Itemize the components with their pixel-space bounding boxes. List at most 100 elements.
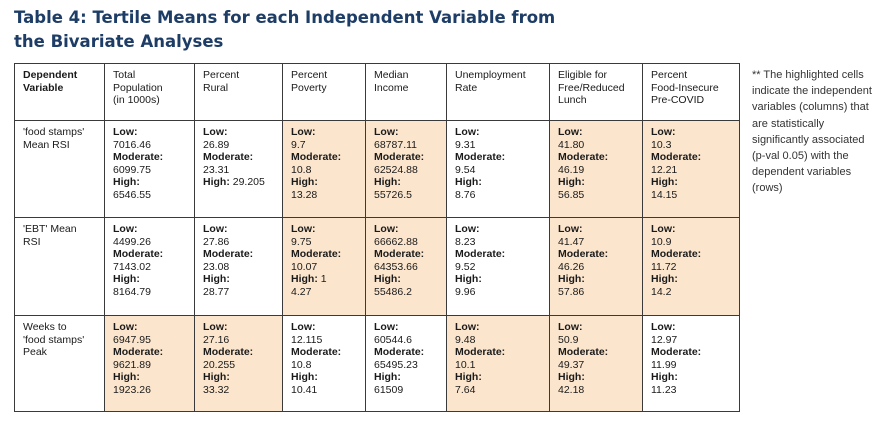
tertile-label: High: bbox=[113, 273, 140, 286]
cell-line: 9621.89 bbox=[113, 359, 190, 372]
cell-line: 55726.5 bbox=[374, 189, 442, 202]
cell-line: 55486.2 bbox=[374, 286, 442, 299]
cell-line: 8.23 bbox=[455, 236, 545, 249]
cell-line: Low: bbox=[455, 321, 545, 334]
tertile-value: 4499.26 bbox=[113, 235, 151, 248]
cell-line: 50.9 bbox=[558, 334, 638, 347]
tertile-value: 11.99 bbox=[651, 358, 677, 371]
cell-line: 41.80 bbox=[558, 139, 638, 152]
tertile-label: Moderate: bbox=[291, 248, 342, 261]
table-row: Weeks to'food stamps' Peak Low: 6947.95 Mode… bbox=[14, 315, 740, 412]
table-title: Table 4: Tertile Means for each Independ… bbox=[14, 8, 556, 51]
cell-line: 1923.26 bbox=[113, 384, 190, 397]
cell-line: High: 1 bbox=[291, 273, 361, 286]
cell-line: Moderate: bbox=[291, 346, 361, 359]
tertile-label: Moderate: bbox=[455, 151, 506, 164]
cell-line: 62524.88 bbox=[374, 164, 442, 177]
data-cell: Low: 8.23 Moderate: 9.52 High: 9.96 bbox=[446, 217, 550, 316]
tertile-value: 28.77 bbox=[203, 285, 230, 298]
cell-line: Moderate: bbox=[203, 248, 278, 261]
tertile-label: Low: bbox=[374, 223, 399, 235]
cell-line: Low: bbox=[374, 126, 442, 139]
cell-line: Moderate: bbox=[455, 346, 545, 359]
tertile-label: Moderate: bbox=[374, 248, 425, 261]
tertile-label: Moderate: bbox=[113, 346, 164, 359]
tertile-value: 23.31 bbox=[203, 163, 230, 176]
data-cell: Low: 4499.26 Moderate: 7143.02 High: 8164.79 bbox=[104, 217, 195, 316]
tertile-value: 1923.26 bbox=[113, 383, 151, 396]
tertile-value: 20.255 bbox=[203, 358, 236, 371]
cell-line: Low: bbox=[203, 223, 278, 236]
cell-line: High: bbox=[558, 176, 638, 189]
data-cell: Low: 12.97 Moderate: 11.99 High: 11.23 bbox=[642, 315, 740, 412]
cell-line: High: bbox=[113, 273, 190, 286]
tertile-value: 27.86 bbox=[203, 235, 230, 248]
cell-line: 23.08 bbox=[203, 261, 278, 274]
cell-line: Low: bbox=[374, 321, 442, 334]
cell-line: Low: bbox=[455, 223, 545, 236]
tertile-label: Low: bbox=[374, 126, 399, 138]
cell-line: Low: bbox=[651, 321, 735, 334]
header-text: Percent bbox=[203, 69, 240, 81]
tertile-value: 12.21 bbox=[651, 163, 678, 176]
cell-line: 7.64 bbox=[455, 384, 545, 397]
tertile-label: High: bbox=[203, 371, 230, 384]
cell-line: Moderate: bbox=[203, 346, 278, 359]
tertile-value: 6947.95 bbox=[113, 333, 151, 346]
cell-line: Moderate: bbox=[651, 248, 735, 261]
tertile-value: 9.7 bbox=[291, 138, 306, 151]
tertile-label: Moderate: bbox=[651, 151, 702, 164]
column-header: Median Income bbox=[365, 63, 447, 121]
tertile-value: 65495.23 bbox=[374, 358, 418, 371]
tertile-value: 10.3 bbox=[651, 138, 672, 151]
cell-line: Low: bbox=[651, 223, 735, 236]
tertile-label: Moderate: bbox=[291, 151, 342, 164]
tertile-label: Moderate: bbox=[455, 248, 506, 261]
cell-line: 12.21 bbox=[651, 164, 735, 177]
tertile-value: 41.47 bbox=[558, 235, 585, 248]
tertile-label: High: bbox=[291, 176, 318, 189]
cell-line: 65495.23 bbox=[374, 359, 442, 372]
cell-line: Low: bbox=[558, 126, 638, 139]
tertile-value: 66662.88 bbox=[374, 235, 418, 248]
tertile-value: 33.32 bbox=[203, 383, 230, 396]
header-text: Unemployment bbox=[455, 69, 526, 81]
row-label-cell: 'food stamps' Mean RSI bbox=[14, 120, 105, 218]
tertile-value: 8.23 bbox=[455, 235, 476, 248]
tertile-value: 10.1 bbox=[455, 358, 476, 371]
tertile-value: 14.15 bbox=[651, 188, 678, 201]
cell-line: 68787.11 bbox=[374, 139, 442, 152]
cell-line: Low: bbox=[113, 321, 190, 334]
cell-line: Low: bbox=[113, 126, 190, 139]
tertile-label: Moderate: bbox=[291, 346, 342, 359]
tertile-label: Low: bbox=[203, 126, 228, 138]
tertile-label: High: bbox=[558, 176, 585, 189]
row-label-cell: Weeks to'food stamps' Peak bbox=[14, 315, 105, 412]
row-label-text: 'food stamps' bbox=[23, 333, 85, 346]
tertile-label: Moderate: bbox=[558, 248, 609, 261]
header-text: Total bbox=[113, 69, 136, 81]
table-row: 'food stamps' Mean RSI Low: 7016.46 Moderate… bbox=[14, 120, 740, 218]
cell-line: 9.48 bbox=[455, 334, 545, 347]
tertile-label: Low: bbox=[291, 223, 316, 235]
cell-line: 12.115 bbox=[291, 334, 361, 347]
highlighted-data-cell: Low: 9.7 Moderate: 10.8 High: 13.28 bbox=[282, 120, 366, 218]
tertile-label: Low: bbox=[203, 223, 228, 235]
tertile-value: 9.52 bbox=[455, 260, 476, 273]
header-text: Dependent bbox=[23, 69, 78, 81]
header-text: Rate bbox=[455, 81, 478, 94]
cell-line: Low: bbox=[203, 126, 278, 139]
tertile-value: 27.16 bbox=[203, 333, 230, 346]
cell-line: High: bbox=[455, 371, 545, 384]
tertile-value: 10.8 bbox=[291, 163, 312, 176]
tertile-label: High: bbox=[291, 273, 318, 286]
cell-line: 10.9 bbox=[651, 236, 735, 249]
header-text: Rural bbox=[203, 81, 229, 94]
tertile-value: 4.27 bbox=[291, 285, 312, 298]
cell-line: 9.96 bbox=[455, 286, 545, 299]
cell-line: 12.97 bbox=[651, 334, 735, 347]
tertile-label: High: bbox=[113, 176, 140, 189]
tertile-value: 11.23 bbox=[651, 383, 677, 396]
cell-line: 10.07 bbox=[291, 261, 361, 274]
cell-line: 11.23 bbox=[651, 384, 735, 397]
